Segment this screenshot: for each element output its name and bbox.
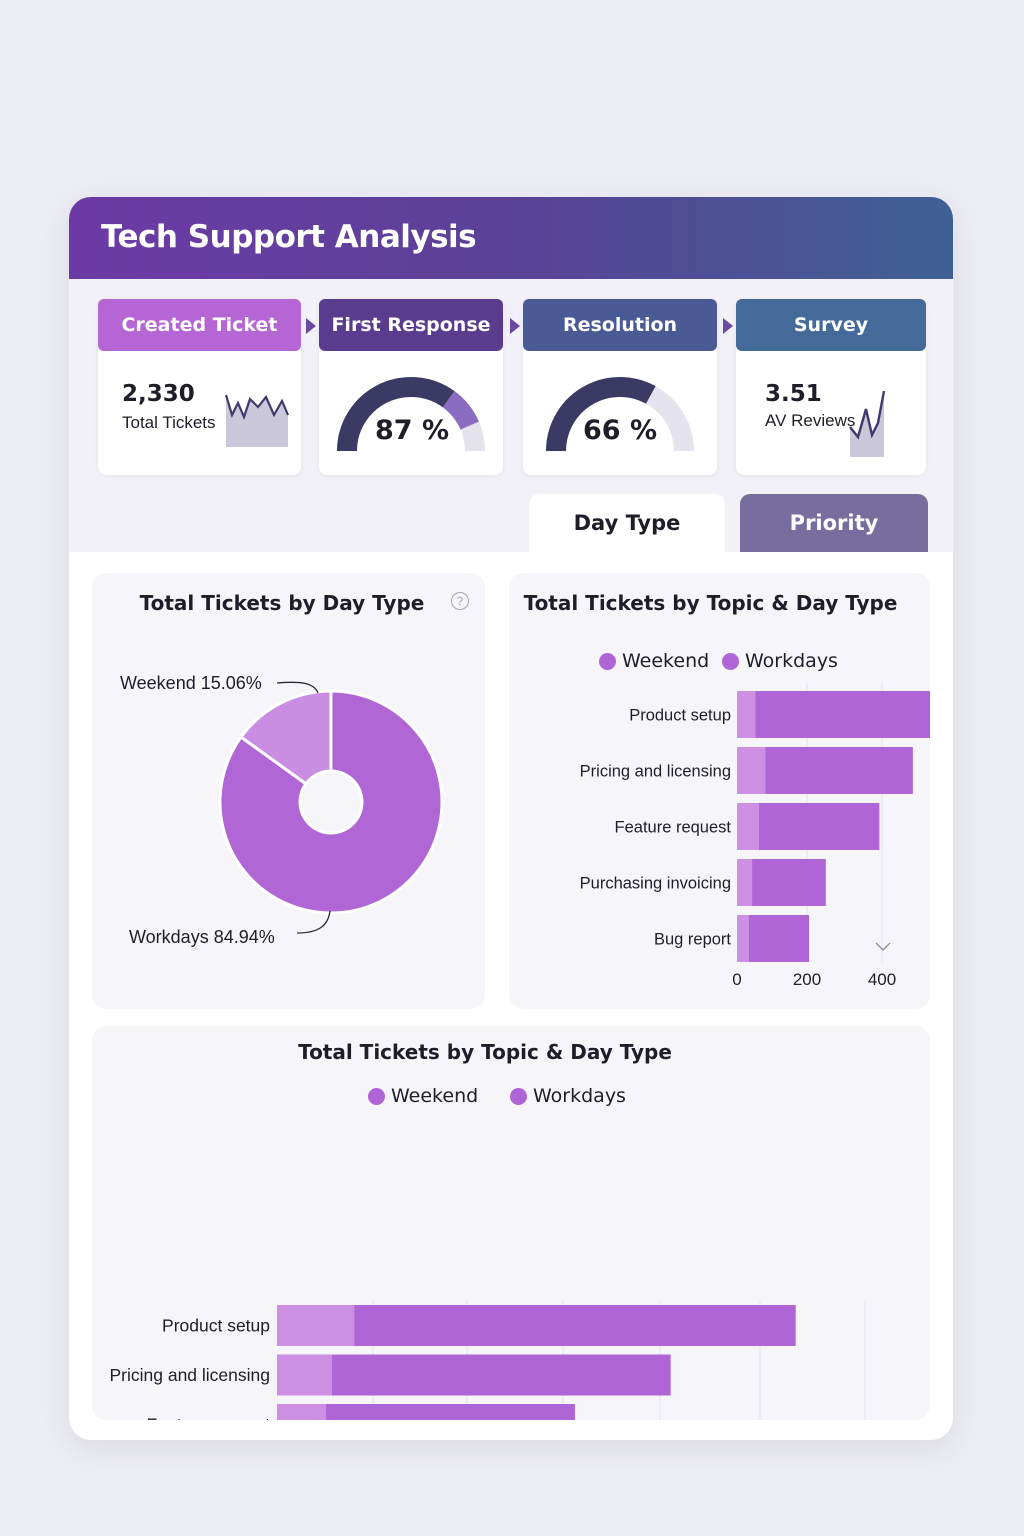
x-tick-label: 200 xyxy=(793,970,821,989)
step-resolution[interactable]: Resolution xyxy=(523,299,717,351)
category-label: Bug report xyxy=(654,931,731,949)
legend-dot-weekend xyxy=(599,652,616,670)
bar-workdays xyxy=(752,859,826,906)
legend-dot-weekend xyxy=(368,1087,385,1105)
resolution-value: 66 % xyxy=(582,415,658,446)
kpi-survey: Survey 3.51 AV Reviews xyxy=(736,299,926,475)
legend-workdays-large: Workdays xyxy=(510,1085,626,1107)
legend-label-workdays: Workdays xyxy=(533,1085,626,1107)
bar-workdays xyxy=(758,803,880,850)
chart-title-topic-small: Total Tickets by Topic & Day Type xyxy=(523,591,898,615)
bar-workdays xyxy=(331,1354,671,1396)
step-created-ticket[interactable]: Created Ticket xyxy=(98,299,301,351)
bar-workdays xyxy=(748,915,810,962)
legend-label-weekend: Weekend xyxy=(391,1085,479,1107)
x-tick-label: 400 xyxy=(868,970,896,989)
bar-weekend xyxy=(277,1404,326,1420)
bar-weekend xyxy=(737,803,759,850)
kpi-created-ticket: Created Ticket 2,330 Total Tickets xyxy=(98,299,301,475)
legend-weekend-small: Weekend xyxy=(599,650,709,672)
bar-workdays xyxy=(755,691,930,738)
donut-slice-workdays xyxy=(218,689,444,915)
first-response-value: 87 % xyxy=(374,415,450,446)
step-arrow-2 xyxy=(510,318,520,334)
step-survey[interactable]: Survey xyxy=(736,299,926,351)
bar-weekend xyxy=(737,691,756,738)
panel-day-type: Total Tickets by Day Type ? Weekend 15.0… xyxy=(92,573,485,1009)
category-label: Pricing and licensing xyxy=(580,763,731,781)
step-first-response[interactable]: First Response xyxy=(319,299,503,351)
first-response-gauge xyxy=(337,377,485,452)
survey-caption: AV Reviews xyxy=(765,411,856,430)
bar-workdays xyxy=(354,1305,796,1346)
tab-day-type[interactable]: Day Type xyxy=(529,494,725,552)
legend-label-weekend: Weekend xyxy=(622,650,710,672)
category-label: Feature request xyxy=(615,819,732,837)
donut-label-weekend: Weekend 15.06% xyxy=(120,673,262,693)
legend-label-workdays: Workdays xyxy=(745,650,838,672)
legend-weekend-large: Weekend xyxy=(368,1085,478,1107)
kpi-first-response: First Response 87 % xyxy=(319,299,503,475)
total-tickets-caption: Total Tickets xyxy=(122,413,216,432)
bar-weekend xyxy=(737,859,753,906)
step-arrow-1 xyxy=(306,318,316,334)
survey-value: 3.51 xyxy=(765,381,822,407)
chart-title-topic-large: Total Tickets by Topic & Day Type xyxy=(298,1040,672,1064)
leader-workdays xyxy=(296,910,331,934)
bar-chart-large: Product setup Pricing and licensing Featur… xyxy=(109,1301,866,1421)
kpi-resolution: Resolution 66 % xyxy=(523,299,717,475)
category-label: Pricing and licensing xyxy=(109,1365,270,1385)
bar-weekend xyxy=(737,747,766,794)
chevron-down-icon xyxy=(875,942,891,951)
bar-workdays xyxy=(765,747,913,794)
panel-topic-large: Total Tickets by Topic & Day Type Weeken… xyxy=(92,1026,930,1420)
x-tick-label: 0 xyxy=(732,970,741,989)
donut-slice-weekend xyxy=(238,689,333,786)
reviews-sparkline xyxy=(849,390,886,457)
category-label: Purchasing invoicing xyxy=(580,875,731,893)
category-label: Product setup xyxy=(629,707,731,725)
panel-topic-small: Total Tickets by Topic & Day Type Weeken… xyxy=(509,573,930,1009)
help-icon[interactable]: ? xyxy=(451,592,469,610)
header-bar: Tech Support Analysis xyxy=(69,197,953,279)
chart-title-day-type: Total Tickets by Day Type xyxy=(139,591,425,615)
tickets-sparkline xyxy=(224,394,290,447)
legend-dot-workdays xyxy=(722,652,739,670)
step-arrow-3 xyxy=(723,318,733,334)
bar-workdays xyxy=(325,1404,575,1420)
donut-chart: Weekend 15.06% Workdays 84.94% xyxy=(120,673,444,947)
donut-label-workdays: Workdays 84.94% xyxy=(129,927,275,947)
resolution-gauge xyxy=(546,377,694,452)
legend-workdays-small: Workdays xyxy=(722,650,838,672)
bar-weekend xyxy=(277,1305,355,1346)
category-label: Feature request xyxy=(146,1415,270,1421)
bar-weekend xyxy=(277,1354,332,1396)
tab-priority[interactable]: Priority xyxy=(740,494,928,552)
leader-weekend xyxy=(276,681,319,694)
bar-chart-small: Product setup Pricing and licensing Featur… xyxy=(580,683,930,989)
bar-weekend xyxy=(737,915,749,962)
dashboard-card: Tech Support Analysis Created Ticket 2,3… xyxy=(69,197,953,1440)
category-label: Product setup xyxy=(162,1316,270,1336)
legend-dot-workdays xyxy=(510,1087,527,1105)
total-tickets-value: 2,330 xyxy=(122,381,195,407)
page-title: Tech Support Analysis xyxy=(101,219,477,255)
